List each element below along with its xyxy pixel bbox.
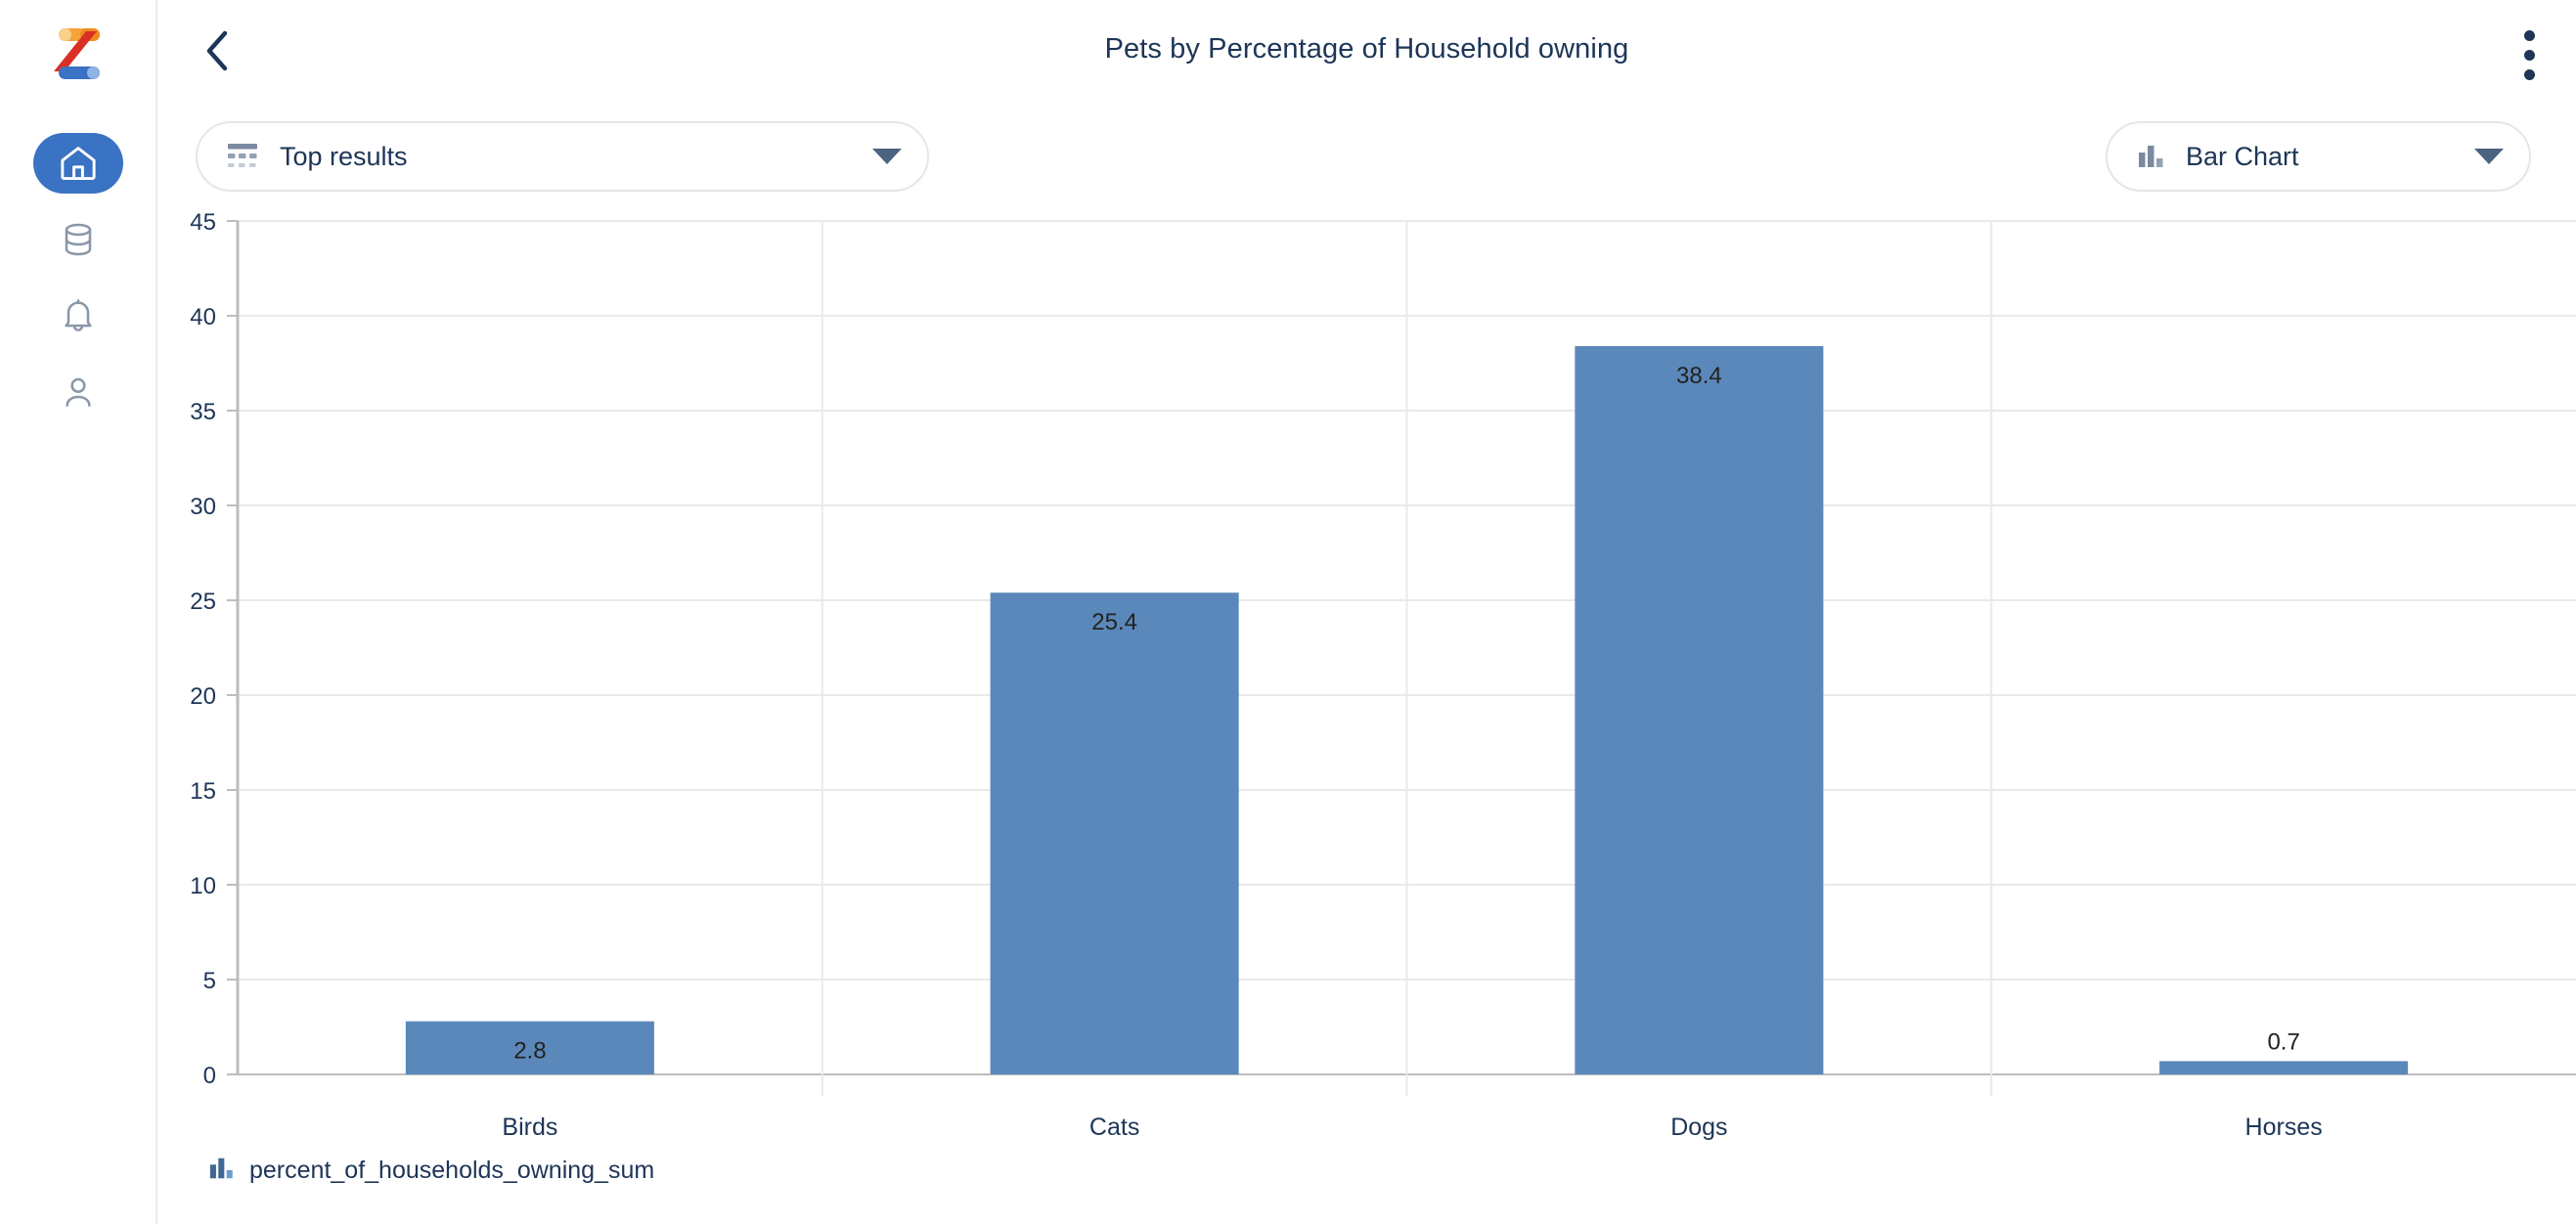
database-icon xyxy=(65,223,91,256)
overflow-menu-button[interactable] xyxy=(2506,23,2553,86)
legend-glyph xyxy=(209,1158,233,1179)
chevron-down-icon[interactable] xyxy=(872,149,902,164)
y-axis-tick-label: 0 xyxy=(203,1063,216,1089)
sidebar-item-account[interactable] xyxy=(33,362,123,422)
bar-chart[interactable]: 0 5 10 15 20 25 30 35 40 45 2.8 Birds 25.4 Cats 38.4 Do… xyxy=(157,203,2576,1224)
y-axis-tick-label: 35 xyxy=(190,399,216,425)
y-axis-tick-label: 15 xyxy=(190,778,216,805)
sidebar xyxy=(0,0,157,1224)
back-button[interactable] xyxy=(189,22,247,80)
bar-chart-glyph xyxy=(2139,146,2163,167)
chart-legend: percent_of_households_owning_sum xyxy=(208,1155,654,1187)
bar-chart-icon xyxy=(2137,142,2166,171)
sidebar-item-home[interactable] xyxy=(32,133,123,194)
x-axis-label-birds: Birds xyxy=(502,1114,557,1141)
bar-cats[interactable] xyxy=(990,592,1239,1074)
y-axis-tick-label: 45 xyxy=(190,209,216,236)
logo-icon xyxy=(53,28,100,79)
sidebar-item-alerts[interactable] xyxy=(33,285,123,346)
y-axis-tick-label: 30 xyxy=(190,494,216,520)
legend-series-label: percent_of_households_owning_sum xyxy=(249,1157,655,1184)
zoho-analytics-logo[interactable] xyxy=(41,18,115,92)
y-axis-tick-label: 25 xyxy=(190,589,216,615)
chart-area: 0 5 10 15 20 25 30 35 40 45 2.8 Birds 25.4 Cats 38.4 Do… xyxy=(157,203,2576,1224)
y-axis-tick-label: 40 xyxy=(190,304,216,330)
top-results-value: Top results xyxy=(280,141,408,171)
kebab-dot xyxy=(2523,68,2535,80)
page-title: Pets by Percentage of Household owning xyxy=(1104,33,1629,65)
x-axis-label-cats: Cats xyxy=(1089,1114,1139,1141)
top-results-dropdown[interactable]: Top results xyxy=(196,121,929,192)
chevron-down-icon[interactable] xyxy=(2474,149,2504,164)
bar-value-label: 25.4 xyxy=(1091,609,1137,635)
x-axis-label-horses: Horses xyxy=(2245,1114,2323,1141)
y-axis-tick-label: 5 xyxy=(203,968,216,994)
y-axis-tick-label: 20 xyxy=(190,683,216,710)
chart-controls: Top results Bar Chart xyxy=(157,109,2576,203)
bar-value-label: 0.7 xyxy=(2267,1028,2299,1055)
user-icon xyxy=(65,377,91,407)
sidebar-nav xyxy=(32,133,123,422)
bar-value-label: 38.4 xyxy=(1676,363,1722,389)
y-axis-tick-label: 10 xyxy=(190,873,216,899)
top-results-icon xyxy=(227,142,260,171)
bar-birds[interactable] xyxy=(405,1021,654,1074)
bar-value-label: 2.8 xyxy=(513,1038,546,1065)
x-axis-label-dogs: Dogs xyxy=(1670,1114,1727,1141)
chart-type-value: Bar Chart xyxy=(2186,141,2299,171)
kebab-dot xyxy=(2523,29,2535,41)
main-panel: Pets by Percentage of Household owning xyxy=(157,0,2576,1224)
kebab-dot xyxy=(2523,49,2535,61)
top-bar: Pets by Percentage of Household owning xyxy=(157,0,2576,109)
chevron-left-icon xyxy=(206,30,228,71)
bell-icon xyxy=(64,299,92,331)
bar-horses[interactable] xyxy=(2159,1061,2409,1074)
chart-type-dropdown[interactable]: Bar Chart xyxy=(2106,121,2531,192)
legend-bar-chart-icon xyxy=(208,1155,236,1187)
sidebar-item-data[interactable] xyxy=(33,209,123,270)
top-results-glyph xyxy=(228,144,257,167)
home-icon xyxy=(60,147,96,181)
bar-dogs[interactable] xyxy=(1575,346,1824,1074)
